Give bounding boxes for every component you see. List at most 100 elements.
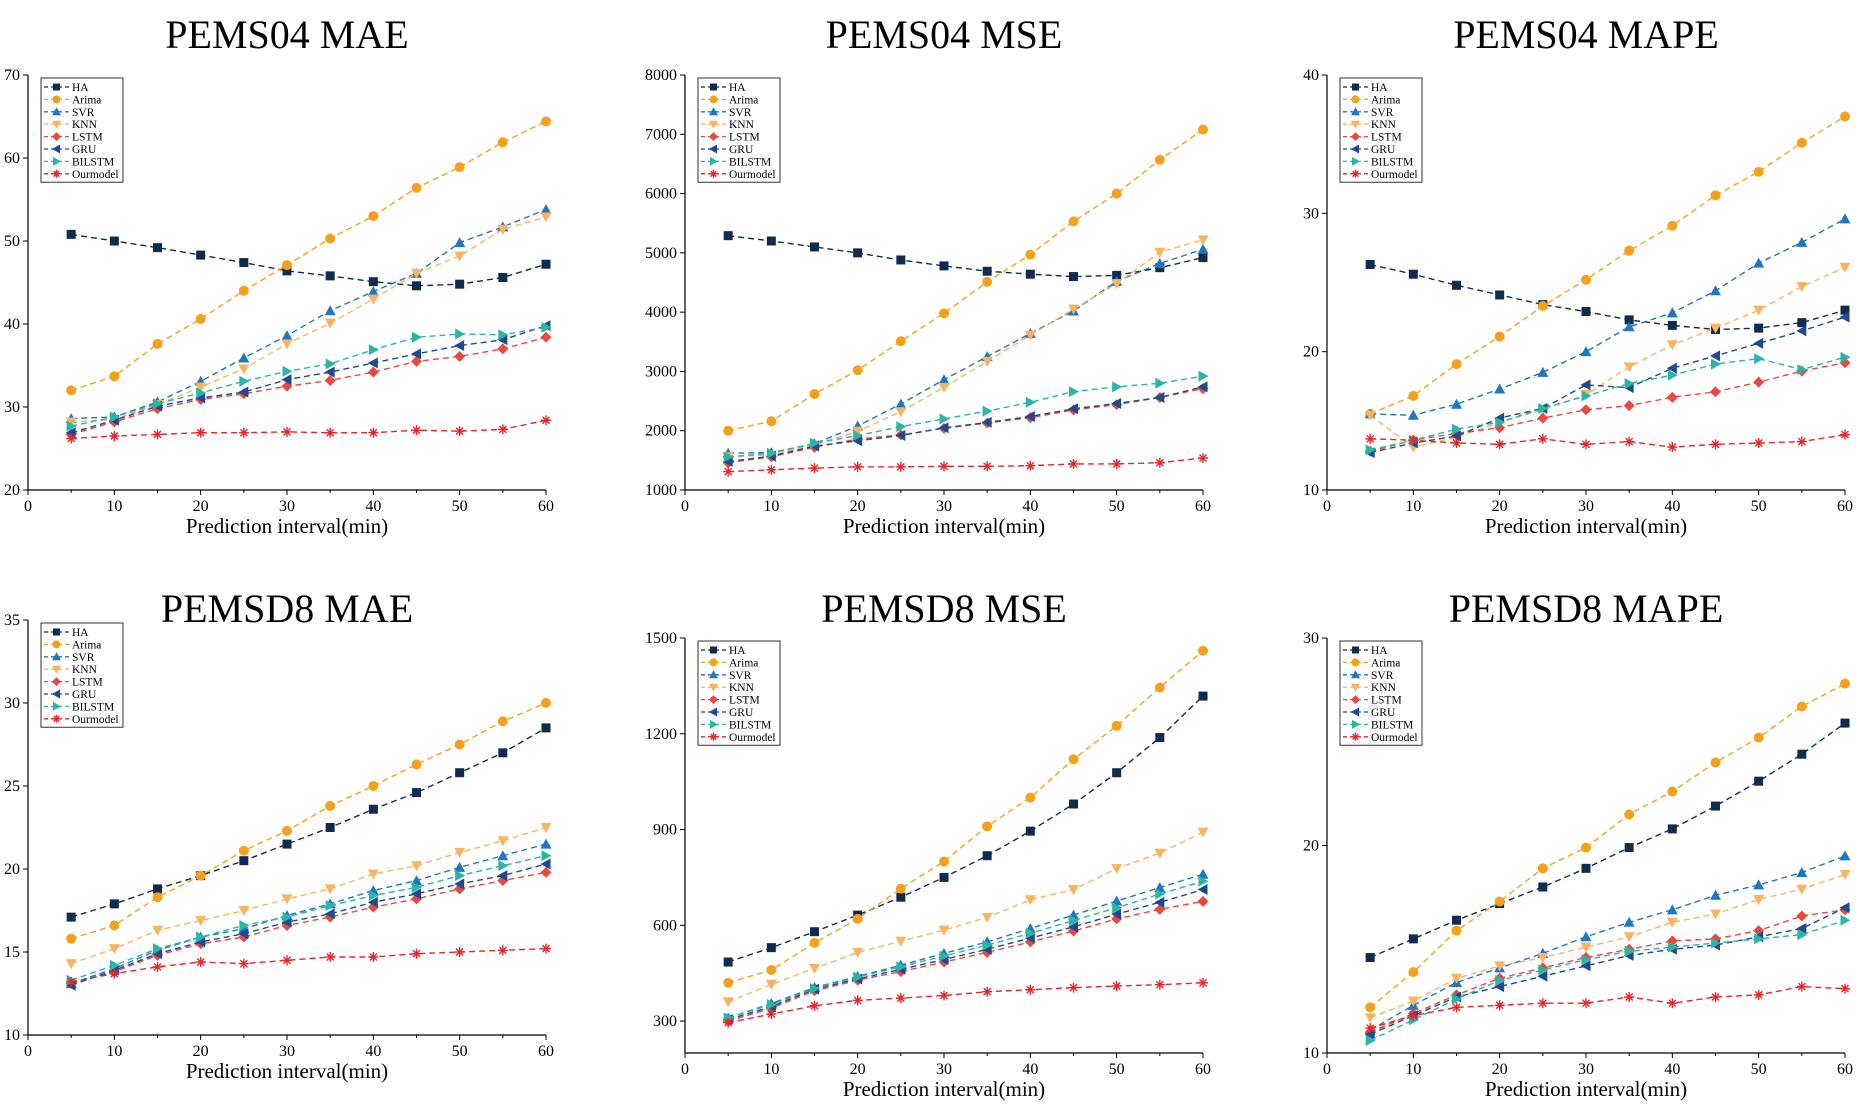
legend-triangle-left-icon [709,707,717,717]
data-point [1069,386,1079,398]
data-point [895,336,906,347]
data-point [368,344,379,356]
series-arima [1365,111,1850,419]
x-tick-label: 10 [763,498,779,515]
y-tick-label: 300 [653,1013,677,1030]
data-point [1667,786,1678,797]
y-tick-label: 10 [1303,482,1319,499]
data-point [411,948,422,959]
data-point [1753,894,1765,905]
series-line [70,843,547,985]
data-point [1796,910,1808,922]
x-tick-label: 40 [365,1043,381,1060]
data-point [1068,403,1078,415]
y-tick-label: 4000 [645,304,677,321]
data-point [1155,377,1166,389]
legend-label: GRU [1371,707,1396,719]
data-point [1068,754,1079,765]
data-point [982,851,992,861]
x-tick-label: 60 [1837,498,1853,515]
data-point [454,251,466,262]
data-point [367,294,379,305]
legend-diamond-icon [1351,695,1360,705]
data-point [368,804,378,814]
data-point [1154,848,1166,859]
data-point [853,429,864,441]
data-point [723,977,734,988]
data-point [411,425,422,436]
data-point [282,911,293,923]
data-point [1112,381,1123,393]
legend-item-arima: Arima [701,94,758,106]
legend-label: KNN [72,664,98,676]
series-line [728,248,1204,454]
data-point [939,308,949,319]
data-point [1840,305,1850,315]
x-tick-label: 30 [279,498,295,515]
series-svr [1364,213,1851,420]
data-point [152,925,163,936]
data-point [195,314,206,325]
data-point [1025,269,1035,279]
legend-item-ourmodel: Ourmodel [44,714,119,726]
data-point [1839,902,1850,914]
data-point [454,426,465,437]
x-tick-label: 60 [1195,498,1211,515]
series-line [71,233,547,287]
data-point [1840,914,1851,926]
legend-triangle-up-icon [52,107,61,116]
legend-item-gru: GRU [701,144,754,156]
data-point [109,236,119,246]
data-point [1710,323,1721,334]
data-point [239,375,250,387]
data-point [1711,801,1720,811]
data-point [1408,967,1419,978]
legend-item-svr: SVR [701,107,752,119]
data-point [1111,397,1122,409]
data-point [1111,980,1122,991]
x-tick-label: 10 [106,498,122,515]
x-axis-label: Prediction interval(min) [843,1077,1045,1101]
x-tick-label: 50 [1751,1061,1767,1078]
legend-star-icon [1351,169,1360,178]
data-point [1068,982,1079,993]
legend-triangle-left-icon [709,144,717,154]
data-point [1754,353,1765,365]
series-bilstm [1365,351,1851,456]
data-point [195,392,206,404]
series-line [1369,873,1846,1019]
series-svr [65,203,552,424]
data-point [1365,1035,1376,1047]
legend-triangle-right-icon [710,156,718,166]
data-point [367,357,378,369]
data-point [1198,875,1209,887]
data-point [1623,916,1635,927]
data-point [1068,458,1079,469]
data-point [939,950,950,962]
series-bilstm [1365,914,1851,1047]
data-point [1710,757,1721,768]
legend-triangle-right-icon [710,719,718,729]
series-line [1369,682,1846,1008]
legend-label: Arima [729,657,758,669]
series-line [728,900,1204,1022]
x-tick-label: 50 [452,498,468,515]
legend-star-icon [52,169,61,178]
legend-label: LSTM [729,132,760,144]
series-line [70,863,547,986]
data-point [1623,321,1635,332]
data-point [367,896,378,908]
legend-label: BILSTM [72,701,114,713]
data-point [1840,111,1850,122]
data-point [766,998,777,1010]
data-point [1069,799,1078,809]
series-knn [65,212,552,428]
legend-star-icon [709,169,718,178]
chart-title: PEMSD8 MAPE [1449,586,1724,631]
series-line [70,702,547,940]
data-point [895,429,906,441]
x-tick-label: 40 [1022,1061,1038,1078]
data-point [1537,953,1549,964]
